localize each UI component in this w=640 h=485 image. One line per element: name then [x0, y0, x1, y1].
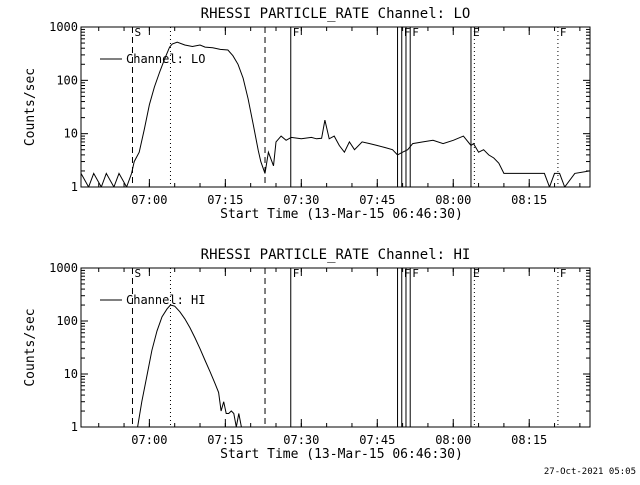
chart-panel-2: RHESSI PARTICLE_RATE Channel: HI 1 10 100 10…	[23, 247, 591, 462]
x-tick-label: 07:15	[207, 193, 243, 207]
x-tick-label: 07:00	[131, 193, 167, 207]
y-tick-label: 1	[71, 180, 78, 194]
event-marker-label: S	[134, 267, 141, 280]
x-tick-label: 07:15	[207, 433, 243, 447]
legend-entry: Channel: HI	[126, 293, 205, 307]
chart-panel-1: RHESSI PARTICLE_RATE Channel: LO 1 10 100 10…	[23, 6, 591, 222]
y-tick-label: 100	[56, 314, 78, 328]
plot-area	[131, 268, 559, 427]
y-tick-label: 1000	[49, 261, 78, 275]
series-line	[81, 41, 590, 187]
x-tick-label: 07:30	[283, 193, 319, 207]
event-marker-label: S	[134, 26, 141, 39]
plot-frame	[80, 26, 591, 188]
event-marker-label: F	[560, 267, 567, 280]
x-tick-label: 08:00	[435, 433, 471, 447]
event-marker-label: F	[293, 267, 300, 280]
x-axis-label: Start Time (13-Mar-15 06:46:30)	[220, 207, 463, 222]
generation-timestamp: 27-Oct-2021 05:05	[544, 467, 636, 477]
x-tick-label: 07:30	[283, 433, 319, 447]
y-tick-label: 100	[56, 73, 78, 87]
legend-entry: Channel: LO	[126, 52, 205, 66]
series-line	[137, 304, 242, 427]
x-tick-label: 08:00	[435, 193, 471, 207]
x-axis-label: Start Time (13-Mar-15 06:46:30)	[220, 447, 463, 462]
chart-title: RHESSI PARTICLE_RATE Channel: LO	[201, 6, 471, 22]
y-tick-label: 10	[64, 127, 78, 141]
event-marker-label: F	[293, 26, 300, 39]
event-marker-label: F	[560, 26, 567, 39]
event-marker-label: F	[404, 26, 411, 39]
event-marker-label: F	[412, 267, 419, 280]
event-marker-label: E	[473, 26, 480, 39]
y-tick-label: 1000	[49, 20, 78, 34]
y-tick-label: 1	[71, 420, 78, 434]
x-tick-label: 08:15	[511, 433, 547, 447]
plot-frame	[80, 267, 591, 428]
y-axis-label: Counts/sec	[23, 308, 38, 386]
y-axis-label: Counts/sec	[23, 68, 38, 146]
event-marker-label: E	[473, 267, 480, 280]
plot-area	[81, 27, 590, 187]
y-tick-label: 10	[64, 367, 78, 381]
x-tick-label: 08:15	[511, 193, 547, 207]
event-marker-label: F	[412, 26, 419, 39]
x-tick-label: 07:45	[359, 433, 395, 447]
x-tick-label: 07:00	[131, 433, 167, 447]
chart-title: RHESSI PARTICLE_RATE Channel: HI	[201, 247, 471, 263]
x-tick-label: 07:45	[359, 193, 395, 207]
event-marker-label: F	[404, 267, 411, 280]
